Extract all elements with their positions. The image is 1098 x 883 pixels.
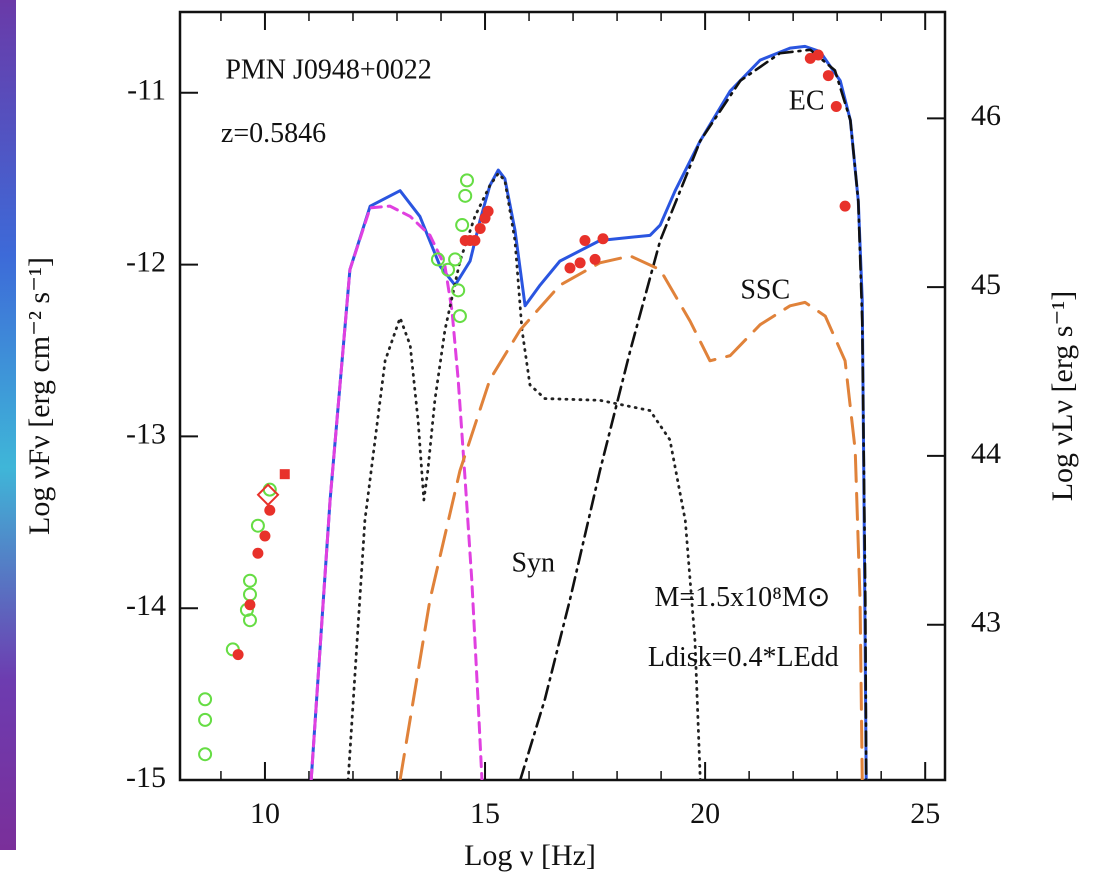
data-point bbox=[242, 573, 257, 588]
data-point bbox=[441, 262, 456, 277]
data-point bbox=[822, 70, 834, 82]
x-tick-label: 15 bbox=[470, 797, 500, 830]
data-point bbox=[242, 613, 257, 628]
annotation: Ldisk=0.4*LEdd bbox=[648, 642, 839, 673]
y-tick-label: -11 bbox=[127, 74, 166, 107]
data-point bbox=[812, 49, 824, 61]
data-point bbox=[564, 262, 576, 274]
annotation: Syn bbox=[511, 548, 555, 579]
data-point bbox=[579, 235, 591, 247]
data-point bbox=[198, 692, 213, 707]
x-tick-label: 20 bbox=[690, 797, 720, 830]
data-point bbox=[264, 504, 276, 516]
data-point bbox=[455, 218, 470, 233]
data-point bbox=[259, 530, 271, 542]
background-strip bbox=[0, 0, 16, 850]
y2-tick-label: 43 bbox=[971, 606, 1001, 639]
x-tick-label: 10 bbox=[250, 797, 280, 830]
data-point bbox=[830, 100, 842, 112]
model-curve bbox=[398, 254, 864, 780]
data-point bbox=[198, 747, 213, 762]
data-point bbox=[256, 483, 280, 507]
y-tick-label: -15 bbox=[126, 761, 166, 794]
model-curve bbox=[346, 172, 702, 780]
data-point bbox=[452, 309, 467, 324]
data-point bbox=[839, 200, 851, 212]
data-point bbox=[474, 222, 486, 234]
data-point bbox=[232, 649, 244, 661]
y2-tick-label: 44 bbox=[971, 437, 1001, 470]
y2-tick-label: 45 bbox=[971, 268, 1001, 301]
data-point bbox=[242, 587, 257, 602]
data-point bbox=[250, 518, 265, 533]
y-tick-label: -13 bbox=[126, 417, 166, 450]
y-tick-label: -12 bbox=[126, 245, 166, 278]
data-point bbox=[574, 257, 586, 269]
annotation: SSC bbox=[740, 274, 790, 305]
annotation: EC bbox=[789, 85, 825, 116]
model-curve bbox=[518, 48, 868, 780]
model-curve bbox=[309, 44, 868, 780]
y2-tick-label: 46 bbox=[971, 99, 1001, 132]
data-point bbox=[597, 233, 609, 245]
data-point bbox=[469, 235, 481, 247]
model-curve bbox=[309, 204, 484, 780]
data-point bbox=[482, 205, 494, 217]
data-point bbox=[279, 469, 290, 480]
annotation: PMN J0948+0022 bbox=[225, 55, 431, 86]
data-point bbox=[198, 712, 213, 727]
data-point bbox=[448, 252, 463, 267]
data-point bbox=[252, 547, 264, 559]
data-point bbox=[458, 188, 473, 203]
data-point bbox=[459, 173, 474, 188]
data-point bbox=[451, 283, 466, 298]
y2-axis-label: Log νLν [erg s⁻¹] bbox=[1046, 291, 1079, 502]
y-tick-label: -14 bbox=[126, 589, 166, 622]
x-axis-label: Log ν [Hz] bbox=[464, 839, 596, 872]
plot-frame bbox=[178, 10, 947, 782]
annotation: M=1.5x10⁸M⊙ bbox=[654, 582, 830, 613]
data-point bbox=[244, 599, 256, 611]
annotation: z=0.5846 bbox=[221, 118, 326, 149]
data-point bbox=[589, 253, 601, 265]
x-tick-label: 25 bbox=[910, 797, 940, 830]
y-axis-label: Log νFν [erg cm⁻² s⁻¹] bbox=[23, 257, 56, 535]
data-point bbox=[430, 252, 445, 267]
